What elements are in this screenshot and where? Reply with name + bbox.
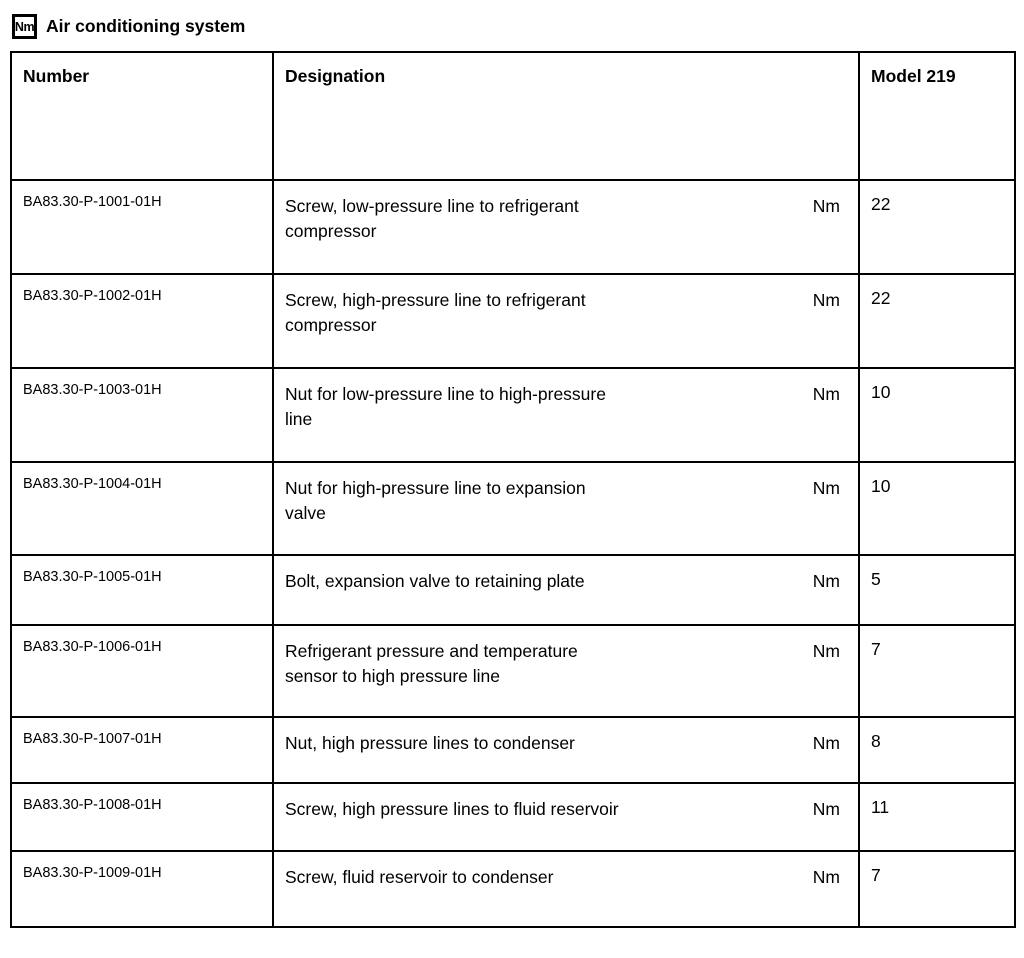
unit-label: Nm — [812, 641, 840, 661]
unit-label: Nm — [812, 290, 840, 310]
table-header-row: Number Designation Model 219 — [10, 51, 1016, 181]
table-row: BA83.30-P-1004-01H Nut for high-pressure… — [10, 461, 1016, 556]
col-header-number: Number — [10, 51, 274, 181]
designation-text: Nut for high-pressure line to expansion … — [285, 478, 586, 523]
designation-text: Nut, high pressure lines to condenser — [285, 733, 575, 753]
torque-value-cell: 11 — [858, 782, 1016, 852]
designation-text: Screw, low-pressure line to refrigerant … — [285, 196, 579, 241]
table-row: BA83.30-P-1009-01H Screw, fluid reservoi… — [10, 850, 1016, 928]
designation-text: Screw, high-pressure line to refrigerant… — [285, 290, 586, 335]
table-row: BA83.30-P-1005-01H Bolt, expansion valve… — [10, 554, 1016, 626]
unit-label: Nm — [812, 384, 840, 404]
table-row: BA83.30-P-1008-01H Screw, high pressure … — [10, 782, 1016, 852]
designation-text: Nut for low-pressure line to high-pressu… — [285, 384, 606, 429]
part-number-cell: BA83.30-P-1005-01H — [10, 554, 274, 626]
torque-value-cell: 7 — [858, 850, 1016, 928]
torque-value-cell: 10 — [858, 461, 1016, 556]
designation-cell: Screw, high-pressure line to refrigerant… — [272, 273, 860, 369]
part-number-cell: BA83.30-P-1002-01H — [10, 273, 274, 369]
part-number-cell: BA83.30-P-1006-01H — [10, 624, 274, 718]
table-row: BA83.30-P-1003-01H Nut for low-pressure … — [10, 367, 1016, 463]
unit-label: Nm — [812, 867, 840, 887]
unit-label: Nm — [812, 799, 840, 819]
table-row: BA83.30-P-1002-01H Screw, high-pressure … — [10, 273, 1016, 369]
designation-cell: Screw, high pressure lines to fluid rese… — [272, 782, 860, 852]
part-number-cell: BA83.30-P-1003-01H — [10, 367, 274, 463]
unit-label: Nm — [812, 571, 840, 591]
page-title: Air conditioning system — [46, 16, 246, 36]
designation-cell: Nut for low-pressure line to high-pressu… — [272, 367, 860, 463]
designation-cell: Nut for high-pressure line to expansion … — [272, 461, 860, 556]
part-number-cell: BA83.30-P-1001-01H — [10, 179, 274, 275]
designation-text: Bolt, expansion valve to retaining plate — [285, 571, 585, 591]
torque-value-cell: 22 — [858, 273, 1016, 369]
designation-cell: Refrigerant pressure and temperature sen… — [272, 624, 860, 718]
table-row: BA83.30-P-1006-01H Refrigerant pressure … — [10, 624, 1016, 718]
unit-label: Nm — [812, 733, 840, 753]
part-number-cell: BA83.30-P-1009-01H — [10, 850, 274, 928]
torque-value-cell: 8 — [858, 716, 1016, 784]
col-header-model: Model 219 — [858, 51, 1016, 181]
designation-cell: Bolt, expansion valve to retaining plate… — [272, 554, 860, 626]
table-row: BA83.30-P-1001-01H Screw, low-pressure l… — [10, 179, 1016, 275]
torque-value-cell: 22 — [858, 179, 1016, 275]
manual-page: Nm Air conditioning system Number Design… — [10, 13, 1016, 928]
unit-label: Nm — [812, 478, 840, 498]
designation-cell: Screw, low-pressure line to refrigerant … — [272, 179, 860, 275]
section-title-row: Nm Air conditioning system — [12, 13, 1014, 40]
part-number-cell: BA83.30-P-1007-01H — [10, 716, 274, 784]
designation-text: Refrigerant pressure and temperature sen… — [285, 641, 578, 686]
part-number-cell: BA83.30-P-1008-01H — [10, 782, 274, 852]
designation-text: Screw, fluid reservoir to condenser — [285, 867, 554, 887]
table-row: BA83.30-P-1007-01H Nut, high pressure li… — [10, 716, 1016, 784]
unit-label: Nm — [812, 196, 840, 216]
torque-spec-table: Number Designation Model 219 BA83.30-P-1… — [10, 51, 1016, 928]
designation-cell: Nut, high pressure lines to condenser Nm — [272, 716, 860, 784]
torque-value-cell: 10 — [858, 367, 1016, 463]
designation-text: Screw, high pressure lines to fluid rese… — [285, 799, 619, 819]
col-header-designation: Designation — [272, 51, 860, 181]
torque-nm-icon: Nm — [12, 14, 37, 39]
torque-value-cell: 5 — [858, 554, 1016, 626]
designation-cell: Screw, fluid reservoir to condenser Nm — [272, 850, 860, 928]
part-number-cell: BA83.30-P-1004-01H — [10, 461, 274, 556]
torque-value-cell: 7 — [858, 624, 1016, 718]
